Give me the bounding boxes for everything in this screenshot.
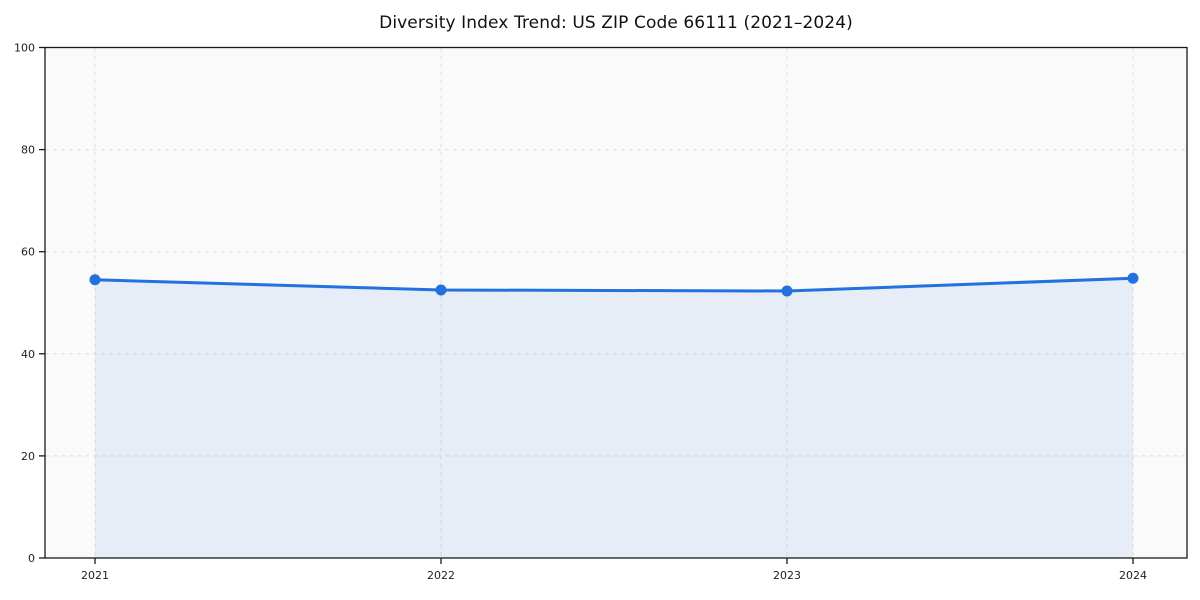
plot-area: [45, 47, 1187, 558]
x-tick-label: 2024: [1119, 569, 1147, 582]
area-fill: [95, 278, 1133, 558]
trend-line: [93, 276, 1135, 293]
y-tick-label: 100: [14, 42, 35, 55]
data-point: [435, 284, 447, 296]
x-tick-label: 2023: [773, 569, 801, 582]
plot-border: [44, 46, 1188, 559]
y-tick-label: 60: [21, 246, 35, 259]
y-tick-label: 0: [28, 552, 35, 565]
x-tick-label: 2021: [81, 569, 109, 582]
x-tick-label: 2022: [427, 569, 455, 582]
data-point: [1127, 272, 1139, 284]
chart-title: Diversity Index Trend: US ZIP Code 66111…: [379, 13, 853, 33]
y-tick-label: 80: [21, 144, 35, 157]
data-point: [781, 285, 793, 297]
y-tick-label: 40: [21, 348, 35, 361]
data-point: [89, 274, 101, 286]
y-tick-label: 20: [21, 450, 35, 463]
